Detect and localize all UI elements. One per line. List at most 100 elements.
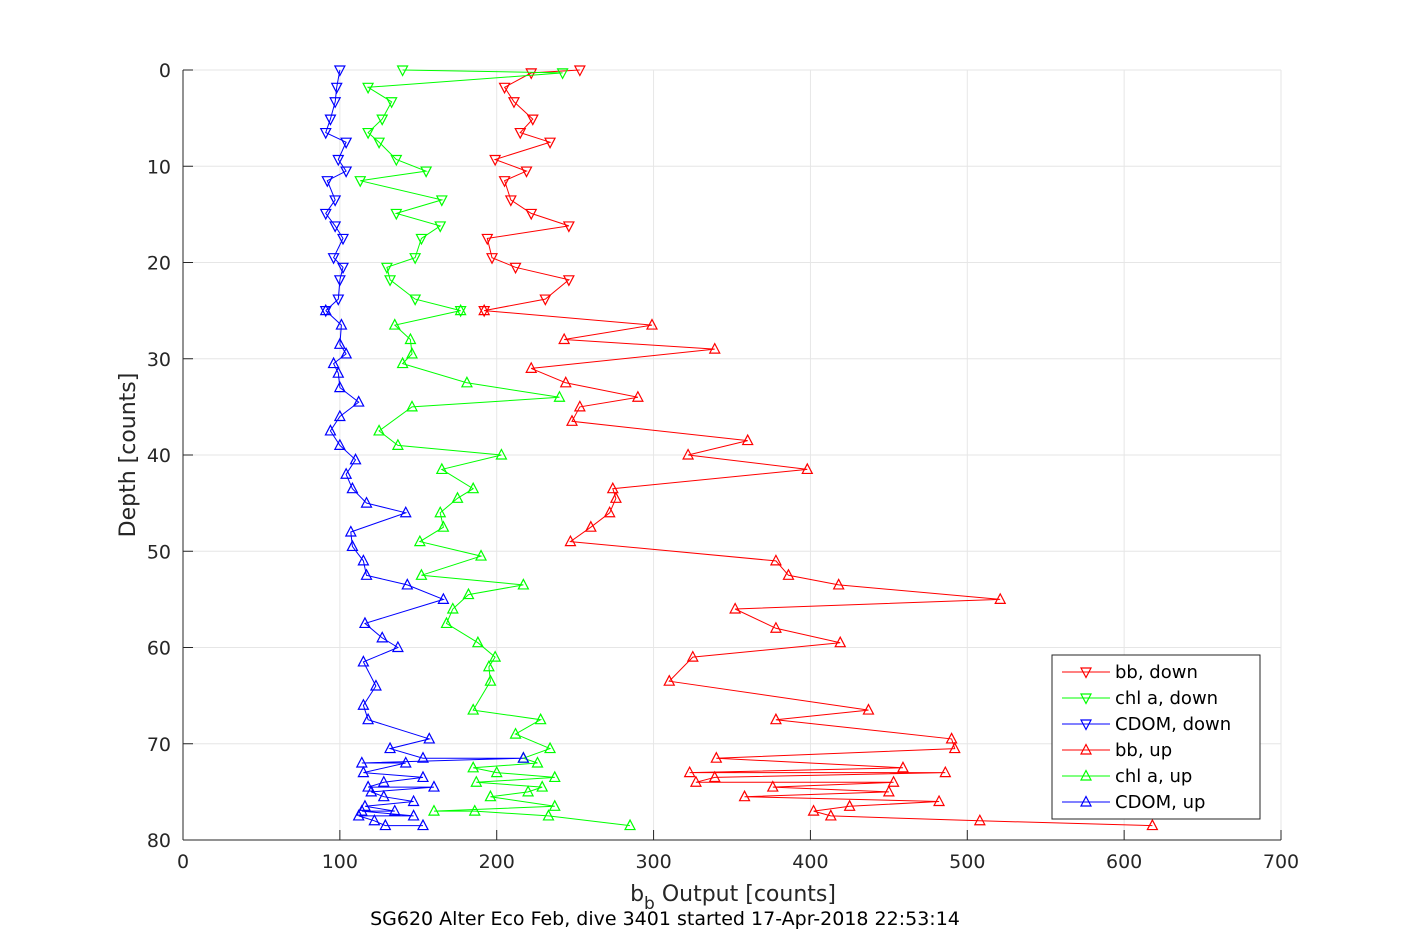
legend-label: bb, down [1115, 662, 1198, 683]
series-cdom-down [319, 65, 353, 318]
x-tick-label: 200 [479, 851, 515, 873]
data-point [484, 674, 497, 686]
x-axis-title-rest: Output [counts] [655, 882, 836, 907]
data-point [329, 97, 342, 109]
data-point [373, 424, 386, 436]
legend-entry: CDOM, down [1062, 714, 1231, 735]
data-point [388, 318, 401, 330]
data-point [354, 176, 367, 188]
data-point [507, 97, 520, 109]
data-point [682, 448, 695, 460]
data-point [882, 785, 895, 797]
data-point [391, 640, 404, 653]
data-point [357, 554, 370, 566]
data-point [945, 732, 958, 744]
data-point [369, 679, 382, 691]
data-point [948, 741, 961, 754]
data-point [335, 318, 348, 330]
data-point [362, 712, 375, 725]
data-point [376, 631, 389, 643]
data-point [319, 306, 332, 318]
data-point [468, 804, 481, 816]
data-point [319, 208, 332, 221]
tick-labels: 0 100 200 300 400 500 600 700 0 10 20 30 40 50 60 70 80 [147, 60, 1299, 873]
data-point [517, 751, 530, 763]
legend-marker [1080, 693, 1092, 705]
data-point [482, 659, 495, 672]
data-point [332, 154, 345, 167]
data-point [573, 400, 586, 412]
data-point [340, 166, 353, 178]
data-point [333, 380, 346, 393]
data-point [584, 520, 597, 532]
data-point [360, 568, 373, 580]
data-point [539, 294, 552, 306]
data-point [362, 82, 375, 95]
data-point [358, 799, 371, 811]
series-cdom-up [319, 303, 530, 831]
data-point [542, 809, 555, 821]
data-point [407, 794, 420, 807]
data-point [887, 775, 900, 787]
data-point [324, 114, 337, 126]
data-point [741, 433, 754, 446]
data-point [333, 65, 346, 77]
data-point [332, 294, 345, 306]
data-point [329, 221, 342, 233]
data-point [766, 780, 779, 792]
data-point [933, 794, 946, 807]
data-point [467, 703, 480, 715]
x-tick-label: 100 [322, 851, 358, 873]
x-axis-title: bb Output [counts] [630, 882, 836, 914]
data-point [708, 342, 721, 354]
x-tick-label: 600 [1106, 851, 1142, 873]
data-point [462, 587, 475, 600]
data-point [467, 761, 480, 773]
data-point [434, 221, 447, 233]
legend-marker [1080, 769, 1092, 781]
y-tick-label: 0 [159, 60, 171, 82]
legend-entry: chl a, up [1062, 766, 1192, 787]
x-tick-label: 300 [635, 851, 671, 873]
data-point [319, 303, 332, 316]
data-point [454, 303, 467, 316]
data-point [471, 635, 484, 648]
data-point [525, 208, 538, 221]
data-point [544, 741, 557, 754]
data-point [337, 233, 349, 246]
data-point [562, 275, 575, 287]
data-point [416, 818, 429, 831]
data-point [498, 176, 511, 188]
data-point [332, 366, 345, 378]
data-point [646, 318, 658, 330]
data-point [509, 262, 522, 275]
data-point [520, 166, 533, 178]
data-point [333, 438, 346, 450]
data-point [385, 97, 398, 109]
legend-label: chl a, up [1115, 766, 1192, 787]
data-point [689, 775, 702, 787]
data-point [346, 539, 359, 552]
data-point [413, 534, 426, 547]
data-point [566, 414, 578, 426]
data-point [489, 650, 502, 662]
x-tick-label: 0 [177, 851, 189, 873]
data-point [434, 505, 447, 518]
data-point [686, 650, 699, 662]
data-point [409, 253, 422, 265]
data-point [415, 568, 428, 580]
data-point [446, 602, 459, 614]
legend-marker [1080, 667, 1092, 679]
data-point [384, 741, 397, 754]
data-point [346, 481, 359, 494]
x-axis-title-main: b [630, 882, 644, 907]
data-point [834, 635, 847, 648]
data-point [517, 578, 530, 590]
data-point [710, 751, 723, 763]
data-point [495, 448, 508, 460]
data-point [683, 765, 696, 778]
data-point [396, 356, 409, 369]
legend-entry: chl a, down [1062, 688, 1218, 709]
data-point [357, 765, 370, 778]
data-point [415, 233, 428, 246]
